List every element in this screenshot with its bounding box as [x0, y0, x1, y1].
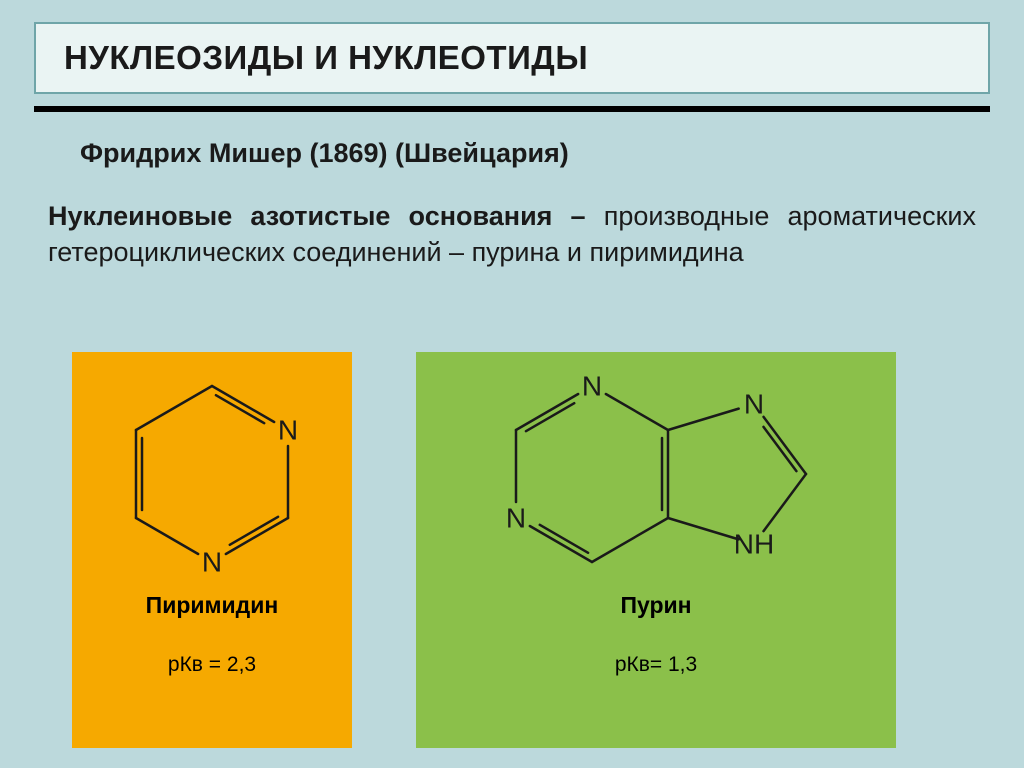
- svg-text:N: N: [744, 389, 764, 420]
- slide-title: НУКЛЕОЗИДЫ И НУКЛЕОТИДЫ: [64, 39, 588, 77]
- body-text: Нуклеиновые азотистые основания – произв…: [48, 198, 976, 271]
- subtitle: Фридрих Мишер (1869) (Швейцария): [80, 138, 569, 169]
- title-underline: [34, 106, 990, 112]
- svg-text:N: N: [202, 547, 222, 578]
- title-box: НУКЛЕОЗИДЫ И НУКЛЕОТИДЫ: [34, 22, 990, 94]
- body-bold: Нуклеиновые азотистые основания –: [48, 201, 586, 231]
- svg-text:NH: NH: [734, 529, 774, 560]
- pyrimidine-pk: рКв = 2,3: [72, 653, 352, 677]
- pyrimidine-label: Пиримидин: [72, 592, 352, 619]
- purine-label: Пурин: [416, 592, 896, 619]
- purine-pk: рКв= 1,3: [416, 653, 896, 677]
- svg-text:N: N: [278, 415, 298, 446]
- panel-purine: N N N NH Пурин рКв= 1,3: [416, 352, 896, 748]
- svg-text:N: N: [506, 503, 526, 534]
- svg-text:N: N: [582, 371, 602, 402]
- purine-structure: N N N NH: [476, 368, 836, 580]
- panel-pyrimidine: NN Пиримидин рКв = 2,3: [72, 352, 352, 748]
- pyrimidine-structure: NN: [112, 368, 312, 580]
